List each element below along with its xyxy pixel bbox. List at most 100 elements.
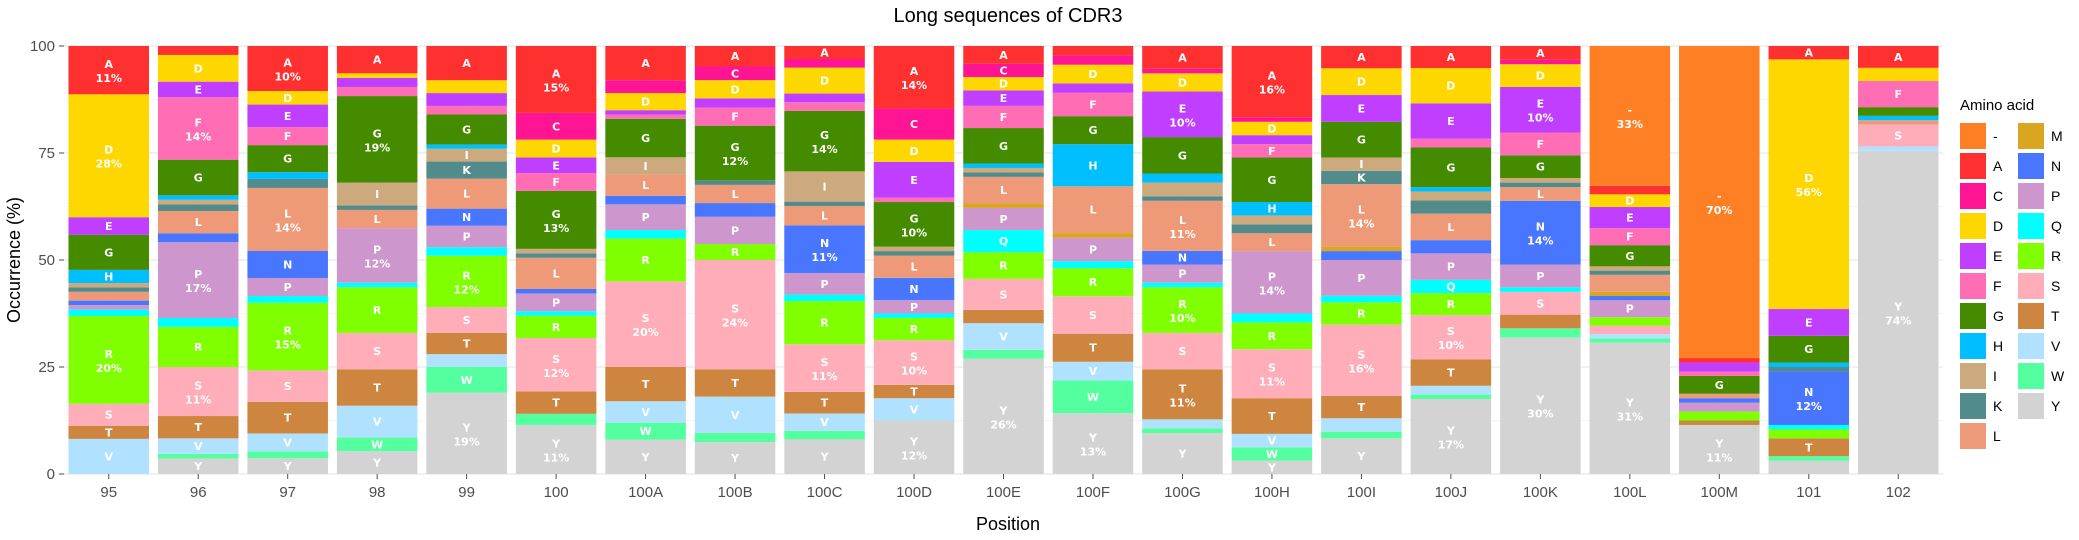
segment-letter: Y	[1625, 396, 1635, 409]
bar-segment-N	[1590, 296, 1671, 300]
segment-percent: 10%	[275, 71, 301, 84]
bar-segment-K	[247, 179, 328, 188]
bar-segment-M	[1053, 233, 1134, 238]
bar-segment-M	[1321, 247, 1402, 251]
segment-letter: R	[1089, 276, 1098, 289]
segment-percent: 11%	[1169, 228, 1195, 241]
segment-letter: P	[373, 243, 381, 256]
segment-letter: S	[1894, 130, 1902, 143]
bar-98: YWVTSRP12%LIG19%A	[337, 46, 418, 474]
segment-letter: P	[1089, 243, 1097, 256]
segment-letter: D	[552, 143, 561, 156]
segment-letter: V	[104, 450, 113, 463]
segment-letter: G	[1536, 161, 1545, 174]
segment-letter: S	[284, 380, 292, 393]
segment-letter: R	[641, 254, 650, 267]
segment-letter: F	[552, 176, 560, 189]
segment-letter: R	[1447, 298, 1456, 311]
x-tick-label: 100D	[896, 484, 932, 501]
segment-letter: L	[1000, 184, 1007, 197]
bar-segment-I	[1500, 178, 1581, 183]
bar-segment-I	[1590, 266, 1671, 270]
segment-letter: P	[1178, 268, 1186, 281]
segment-letter: S	[821, 356, 829, 369]
bar-segment-A	[158, 46, 239, 55]
legend-key-N	[2018, 153, 2044, 179]
segment-percent: 12%	[453, 283, 479, 296]
segment-letter: V	[1268, 435, 1277, 448]
bar-segment-Q	[158, 318, 239, 327]
bar-segment-N	[516, 289, 597, 293]
bar-segment-Q	[1142, 283, 1223, 288]
segment-letter: G	[194, 172, 203, 185]
bar-segment-V	[1858, 146, 1939, 150]
segment-letter: V	[373, 416, 382, 429]
segment-letter: T	[1358, 401, 1366, 414]
x-tick-label: 100F	[1076, 484, 1110, 501]
bar-segment-C	[1142, 69, 1223, 74]
segment-percent: 13%	[1080, 446, 1106, 459]
segment-letter: V	[194, 440, 203, 453]
segment-percent: 10%	[901, 365, 927, 378]
x-tick-label: 101	[1796, 484, 1821, 501]
segment-letter: G	[1267, 174, 1276, 187]
bar-100A: YWVTS20%RPLIGDA	[605, 46, 686, 474]
legend-label: K	[1993, 398, 2003, 414]
bar-100B: YVTS24%RPLG12%FDCA	[695, 46, 776, 474]
bar-segment-S	[1590, 326, 1671, 334]
bar-segment-I	[158, 200, 239, 204]
y-tick-label: 0	[47, 466, 55, 483]
bar-segment-W	[1142, 428, 1223, 433]
bar-segment-P	[1679, 403, 1760, 412]
segment-letter: I	[823, 181, 827, 194]
segment-letter: Y	[193, 460, 203, 473]
legend-key-Q	[2018, 213, 2044, 239]
bar-segment-E	[1232, 135, 1313, 144]
segment-letter: W	[1266, 448, 1278, 461]
bar-100C: YVTS11%RPN11%LIG14%DA	[784, 46, 865, 474]
legend-label: C	[1993, 188, 2003, 204]
segment-letter: T	[105, 426, 113, 439]
bar-segment-I	[1232, 215, 1313, 224]
segment-letter: R	[1178, 298, 1187, 311]
bar-segment-N	[158, 233, 239, 242]
bar-segment-I	[1142, 183, 1223, 197]
legend-key-K	[1960, 393, 1986, 419]
segment-percent: 16%	[1259, 84, 1285, 97]
segment-letter: K	[462, 164, 471, 177]
segment-letter: A	[731, 50, 740, 63]
segment-letter: F	[1268, 145, 1276, 158]
x-axis-title: Position	[976, 514, 1040, 534]
legend-key-P	[2018, 183, 2044, 209]
segment-letter: V	[1089, 365, 1098, 378]
bar-segment-Q	[874, 314, 955, 318]
segment-letter: Y	[1177, 448, 1187, 461]
bar-segment-A	[1679, 358, 1760, 362]
x-tick-label: 100I	[1347, 484, 1376, 501]
segment-letter: G	[373, 127, 382, 140]
segment-letter: E	[1358, 102, 1366, 115]
bar-segment-C	[1232, 117, 1313, 121]
segment-letter: V	[999, 331, 1008, 344]
legend-label: A	[1993, 158, 2003, 174]
segment-letter: A	[1268, 70, 1277, 83]
segment-letter: T	[1179, 382, 1187, 395]
segment-letter: A	[1357, 51, 1366, 64]
segment-letter: E	[194, 83, 202, 96]
bar-segment-K	[963, 172, 1044, 176]
segment-letter: G	[1625, 250, 1634, 263]
bar-segment-H	[1142, 173, 1223, 182]
segment-letter: L	[911, 261, 918, 274]
bar-segment-K	[1500, 183, 1581, 188]
bar-segment-Q	[1500, 287, 1581, 292]
segment-letter: Y	[1267, 461, 1277, 474]
segment-letter: T	[373, 381, 381, 394]
segment-letter: A	[373, 54, 382, 67]
y-tick-label: 25	[38, 359, 55, 376]
bar-segment-K	[158, 204, 239, 211]
segment-letter: L	[1179, 214, 1186, 227]
bar-segment-K	[1769, 367, 1850, 371]
segment-letter: Y	[1714, 437, 1724, 450]
legend-key-S	[2018, 273, 2044, 299]
segment-letter: F	[1895, 88, 1903, 101]
